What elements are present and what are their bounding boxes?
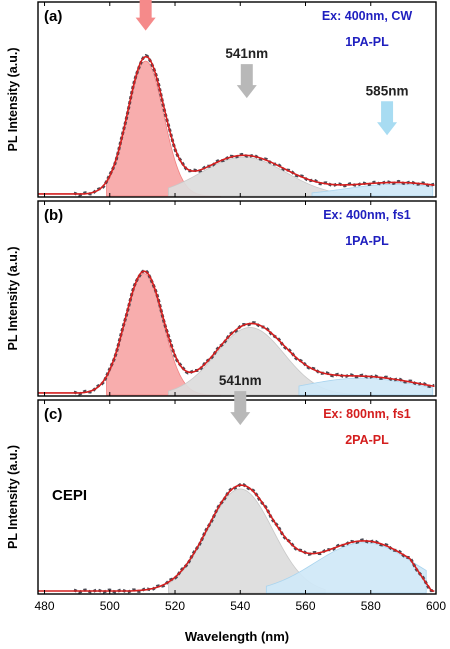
panel-frame bbox=[37, 1, 437, 198]
process-label: 1PA-PL bbox=[345, 234, 389, 248]
x-tick-label: 500 bbox=[100, 599, 120, 613]
process-label: 1PA-PL bbox=[345, 35, 389, 49]
x-tick-label: 540 bbox=[230, 599, 250, 613]
panel-label: (c) bbox=[44, 406, 62, 423]
panel-label: (b) bbox=[44, 207, 63, 224]
excitation-label: Ex: 400nm, CW bbox=[322, 9, 413, 23]
panel-label: (a) bbox=[44, 8, 62, 25]
peak-label: 541nm bbox=[219, 373, 262, 388]
peak-arrow bbox=[377, 101, 398, 136]
x-tick-label: 560 bbox=[295, 599, 315, 613]
excitation-label: Ex: 800nm, fs1 bbox=[323, 407, 411, 421]
fit-curve bbox=[38, 55, 435, 195]
peak-label: 585nm bbox=[366, 83, 409, 98]
fit-curve bbox=[38, 484, 435, 592]
peak-arrow bbox=[236, 64, 257, 99]
x-tick-label: 480 bbox=[35, 599, 55, 613]
process-label: 2PA-PL bbox=[345, 433, 389, 447]
component-peak-3 bbox=[298, 377, 434, 396]
x-axis: 480 500 520 540 560 580 600 bbox=[35, 599, 447, 613]
panel-2: (b) PL Intensity (a.u.) Ex: 400nm, fs1 1PA-… bbox=[6, 200, 437, 397]
y-axis-label: PL Intensity (a.u.) bbox=[6, 445, 20, 549]
y-axis-label: PL Intensity (a.u.) bbox=[6, 48, 20, 152]
excitation-label: Ex: 400nm, fs1 bbox=[323, 208, 411, 222]
x-tick-label: 580 bbox=[361, 599, 381, 613]
measured-spectrum bbox=[73, 269, 435, 396]
y-axis-label: PL Intensity (a.u.) bbox=[6, 247, 20, 351]
panel-3: (c) PL Intensity (a.u.) Ex: 800nm, fs1 2PA-… bbox=[6, 373, 437, 595]
peak-arrow bbox=[135, 0, 156, 31]
x-axis-label: Wavelength (nm) bbox=[185, 629, 289, 644]
x-tick-label: 520 bbox=[165, 599, 185, 613]
peak-arrow bbox=[230, 391, 251, 426]
panel-1: (a) PL Intensity (a.u.) Ex: 400nm, CW 1PA-P… bbox=[6, 0, 437, 198]
peak-label: 541nm bbox=[225, 46, 268, 61]
x-tick-label: 600 bbox=[426, 599, 446, 613]
sample-label: CEPI bbox=[52, 487, 87, 504]
fit-curve bbox=[38, 270, 435, 394]
panels-layer: (a) PL Intensity (a.u.) Ex: 400nm, CW 1PA-P… bbox=[6, 0, 437, 595]
